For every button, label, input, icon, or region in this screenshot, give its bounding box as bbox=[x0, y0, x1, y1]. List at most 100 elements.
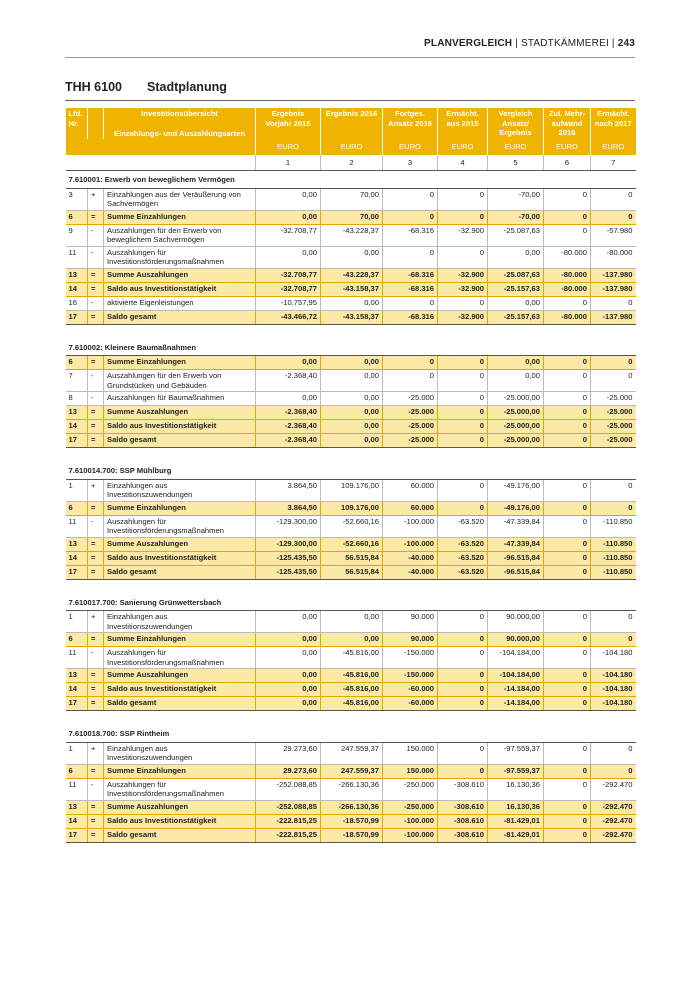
value-cell: 0 bbox=[590, 355, 636, 370]
value-cell: -100.000 bbox=[382, 828, 438, 843]
row-number: 16 bbox=[65, 296, 88, 311]
value-cell: -292.470 bbox=[590, 814, 636, 829]
row-sign: = bbox=[87, 419, 104, 434]
value-cell: 56.515,84 bbox=[320, 551, 383, 566]
value-cell: -49.176,00 bbox=[487, 479, 544, 502]
value-cell: -60.000 bbox=[382, 696, 438, 711]
sum-row: 14 = Saldo aus Investitionstätigkeit 0,00 -4… bbox=[65, 682, 636, 697]
row-number: 13 bbox=[65, 668, 88, 683]
page-number: 243 bbox=[617, 38, 635, 49]
value-cell: -104.180 bbox=[590, 646, 636, 669]
value-cell: -110.850 bbox=[590, 515, 636, 538]
header-cell: Vergleich Ansatz/ Ergebnis bbox=[487, 108, 544, 139]
value-cell: -25.000 bbox=[590, 391, 636, 406]
value-cell: -63.520 bbox=[437, 537, 488, 552]
value-cell: 0 bbox=[543, 515, 591, 538]
value-cell: 0 bbox=[590, 632, 636, 647]
value-cell: -252.088,85 bbox=[255, 800, 321, 815]
value-cell: 0,00 bbox=[320, 391, 383, 406]
value-cell: 247.559,37 bbox=[320, 764, 383, 779]
row-label: Auszahlungen für Investitionsförderungsm… bbox=[103, 515, 256, 538]
value-cell: -80.000 bbox=[590, 246, 636, 269]
value-cell: 0 bbox=[437, 764, 488, 779]
spacer-cell bbox=[66, 579, 636, 594]
row: 11- Auszahlungen für Investitionsförderun… bbox=[65, 515, 636, 538]
row-number: 11 bbox=[65, 778, 88, 801]
row-number: 7 bbox=[65, 369, 88, 392]
value-cell: -25.000 bbox=[590, 405, 636, 420]
header-mid: STADTKÄMMEREI bbox=[520, 38, 609, 49]
value-cell: -25.000 bbox=[590, 433, 636, 448]
value-cell: 29.273,60 bbox=[255, 742, 321, 765]
value-cell: 16.130,36 bbox=[487, 778, 544, 801]
unit-cell: EURO bbox=[320, 139, 383, 155]
row-sign: + bbox=[87, 188, 104, 211]
row-number: 1 bbox=[65, 479, 88, 502]
row-number: 3 bbox=[65, 188, 88, 211]
row-number: 9 bbox=[65, 224, 88, 247]
header-cell: Fortges. Ansatz 2016 bbox=[382, 108, 438, 139]
value-cell: -100.000 bbox=[382, 814, 438, 829]
row-label: Saldo gesamt bbox=[103, 828, 256, 843]
value-cell: 0 bbox=[543, 405, 591, 420]
row-sign: = bbox=[87, 696, 104, 711]
row-number: 17 bbox=[65, 310, 88, 325]
row: 8- Auszahlungen für Baumaßnahmen 0,00 0,00-… bbox=[65, 391, 636, 406]
row-label: Saldo gesamt bbox=[103, 565, 256, 580]
row-sign: = bbox=[87, 268, 104, 283]
header-cell bbox=[87, 108, 104, 139]
value-cell: 0 bbox=[382, 246, 438, 269]
row-number: 17 bbox=[65, 828, 88, 843]
value-cell: -43.228,37 bbox=[320, 268, 383, 283]
value-cell: 3.864,50 bbox=[255, 479, 321, 502]
row-label: Auszahlungen für Baumaßnahmen bbox=[103, 391, 256, 406]
value-cell: -25.000 bbox=[590, 419, 636, 434]
value-cell: 0 bbox=[437, 668, 488, 683]
unit-cell: EURO bbox=[437, 139, 488, 155]
value-cell: 0,00 bbox=[255, 632, 321, 647]
value-cell: -266.130,36 bbox=[320, 778, 383, 801]
value-cell: -60.000 bbox=[382, 682, 438, 697]
value-cell: -125.435,50 bbox=[255, 565, 321, 580]
sum-row: 14 = Saldo aus Investitionstätigkeit -125.4… bbox=[65, 551, 636, 566]
value-cell: -45.816,00 bbox=[320, 682, 383, 697]
value-cell: -14.184,00 bbox=[487, 696, 544, 711]
row-label: Summe Einzahlungen bbox=[103, 632, 256, 647]
row-number: 14 bbox=[65, 419, 88, 434]
value-cell: 0,00 bbox=[255, 391, 321, 406]
value-cell: 0,00 bbox=[320, 433, 383, 448]
row-sign: + bbox=[87, 610, 104, 633]
value-cell: 0,00 bbox=[255, 610, 321, 633]
row-sign: = bbox=[87, 828, 104, 843]
value-cell: 0 bbox=[437, 246, 488, 269]
row-number: 11 bbox=[65, 646, 88, 669]
value-cell: -32.900 bbox=[437, 224, 488, 247]
value-cell: -40.000 bbox=[382, 551, 438, 566]
row-number: 6 bbox=[65, 764, 88, 779]
value-cell: 0 bbox=[590, 296, 636, 311]
row-number: 14 bbox=[65, 282, 88, 297]
value-cell: -110.850 bbox=[590, 551, 636, 566]
header-cell: Zul. Mehr-aufwand 2016 bbox=[543, 108, 591, 139]
value-cell: 0 bbox=[543, 188, 591, 211]
value-cell: -96.515,84 bbox=[487, 565, 544, 580]
value-cell: -45.816,00 bbox=[320, 668, 383, 683]
value-cell: 0 bbox=[590, 188, 636, 211]
value-cell: -63.520 bbox=[437, 515, 488, 538]
row-sign: = bbox=[87, 310, 104, 325]
value-cell: -63.520 bbox=[437, 565, 488, 580]
value-cell: -100.000 bbox=[382, 537, 438, 552]
row-sign: - bbox=[87, 246, 104, 269]
row-number: 14 bbox=[65, 682, 88, 697]
value-cell: 0,00 bbox=[255, 210, 321, 225]
row-sign: = bbox=[87, 355, 104, 370]
value-cell: -25.000 bbox=[382, 405, 438, 420]
value-cell: 0 bbox=[543, 565, 591, 580]
value-cell: -104.180 bbox=[590, 696, 636, 711]
value-cell: 0 bbox=[543, 778, 591, 801]
row-sign: = bbox=[87, 814, 104, 829]
value-cell: 0,00 bbox=[255, 246, 321, 269]
value-cell: -137.980 bbox=[590, 268, 636, 283]
value-cell: -43.228,37 bbox=[320, 224, 383, 247]
value-cell: 0 bbox=[437, 433, 488, 448]
